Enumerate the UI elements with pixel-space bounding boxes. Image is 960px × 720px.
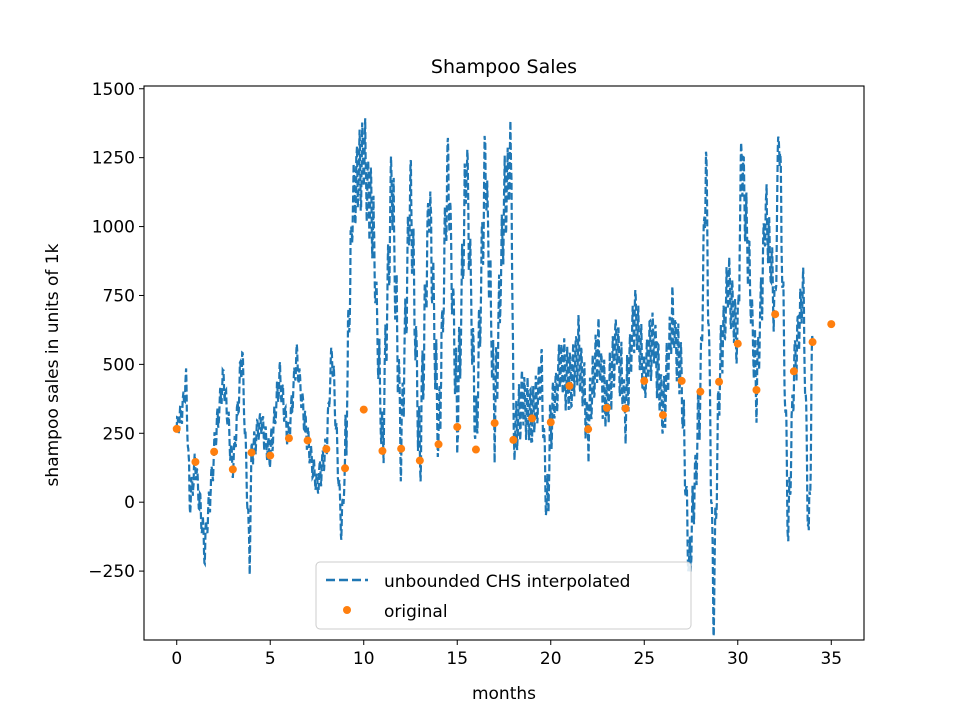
legend-label-interpolated: unbounded CHS interpolated (384, 572, 630, 592)
y-tick-label: 500 (103, 355, 135, 375)
data-point (341, 464, 350, 473)
data-point (546, 418, 555, 427)
legend-frame (315, 561, 692, 630)
data-point (434, 440, 443, 449)
data-point (453, 422, 462, 431)
plot-area (172, 118, 836, 637)
data-point (490, 419, 499, 428)
x-tick-label: 15 (446, 649, 468, 669)
series-interpolated-line (175, 118, 814, 637)
data-point (471, 445, 480, 454)
data-point (584, 425, 593, 434)
legend: unbounded CHS interpolated original (315, 561, 692, 630)
y-tick-label: 1000 (92, 218, 135, 238)
x-tick-label: 25 (633, 649, 655, 669)
data-point (359, 405, 368, 414)
data-point (771, 310, 780, 319)
data-point (415, 456, 424, 465)
data-point (640, 376, 649, 385)
legend-label-original: original (384, 602, 448, 622)
data-point (228, 465, 237, 474)
y-tick-label: 250 (103, 424, 135, 444)
x-axis-label: months (472, 684, 536, 704)
x-tick-label: 0 (171, 649, 182, 669)
y-tick-label: 750 (103, 286, 135, 306)
data-point (789, 367, 798, 376)
data-point (378, 446, 387, 455)
x-tick-label: 5 (265, 649, 276, 669)
data-point (658, 411, 667, 420)
data-point (827, 320, 836, 329)
data-point (303, 436, 312, 445)
data-point (565, 381, 574, 390)
data-point (752, 386, 761, 395)
data-point (247, 448, 256, 457)
data-point (322, 444, 331, 453)
data-point (621, 404, 630, 413)
y-tick-label: 1250 (92, 149, 135, 169)
y-tick-label: −250 (88, 562, 135, 582)
axes-frame (143, 85, 865, 641)
data-point (172, 424, 181, 433)
x-tick-label: 35 (820, 649, 842, 669)
data-point (210, 447, 219, 456)
chart-title: Shampoo Sales (431, 56, 577, 78)
data-point (509, 435, 518, 444)
data-point (602, 403, 611, 412)
x-tick-label: 30 (727, 649, 749, 669)
data-point (284, 434, 293, 443)
y-tick-label: 1500 (92, 80, 135, 100)
data-point (715, 377, 724, 386)
data-point (266, 451, 275, 460)
data-point (733, 339, 742, 348)
y-axis-label: shampoo sales in units of 1k (43, 243, 63, 486)
data-point (677, 376, 686, 385)
y-tick-label: 0 (124, 493, 135, 513)
legend-point-swatch (343, 606, 351, 614)
x-tick-label: 20 (540, 649, 562, 669)
axes: 0 5 10 15 20 25 30 35 −250 0 250 500 750 1000 1250 1500 (88, 80, 865, 669)
data-point (808, 338, 817, 347)
data-point (191, 457, 200, 466)
data-point (696, 387, 705, 396)
data-point (528, 414, 537, 423)
data-point (397, 444, 406, 453)
x-tick-label: 10 (353, 649, 375, 669)
